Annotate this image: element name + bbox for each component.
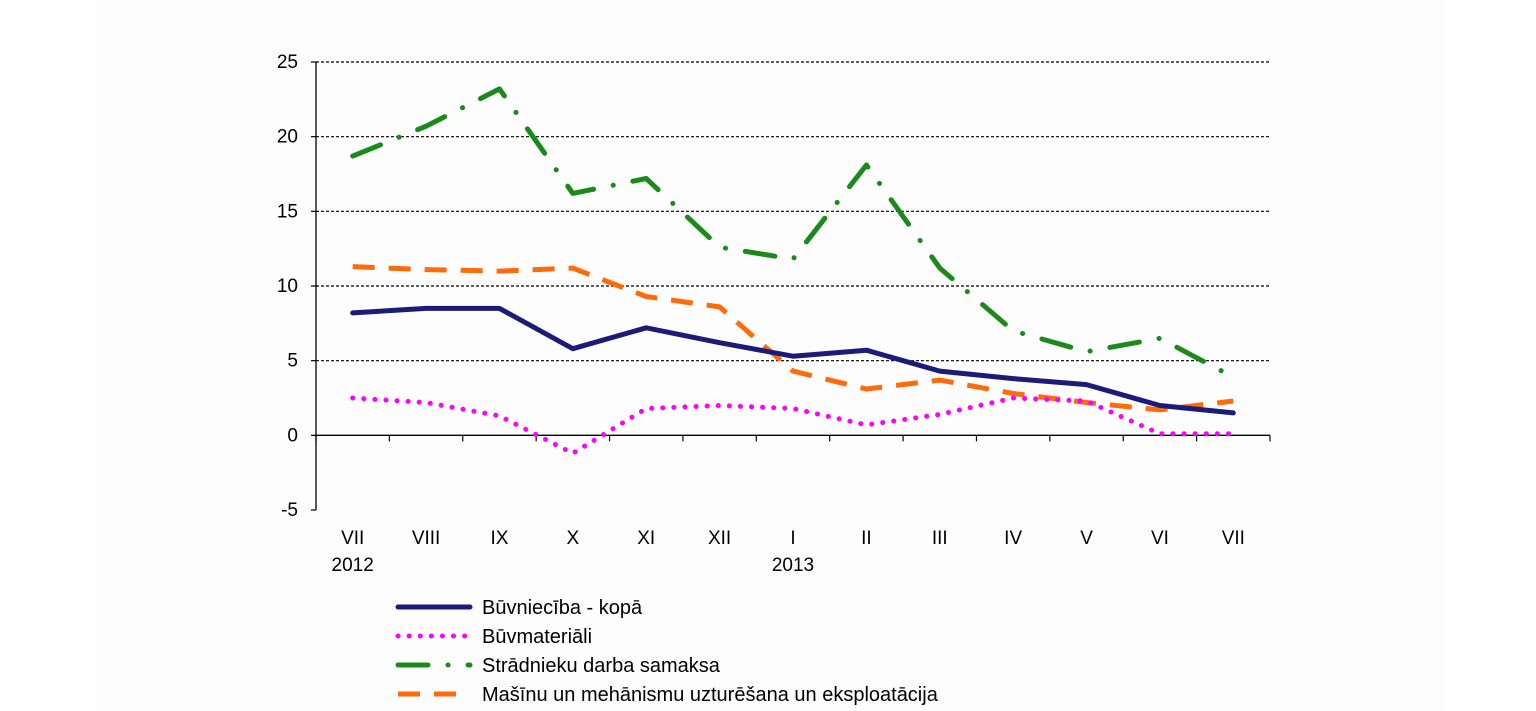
x-tick-label: VI [1151,528,1169,549]
y-tick-label: 0 [287,425,298,446]
series-line [350,305,1236,416]
x-tick-label: IV [1004,528,1022,549]
y-tick-label: 25 [277,52,298,73]
x-tick-label: XII [708,528,731,549]
series-lines [350,86,1236,456]
series-line [350,395,1236,456]
grid-lines [316,61,1270,362]
x-tick-label: II [861,528,872,549]
y-tick-label: -5 [281,500,298,521]
x-tick-label: XI [637,528,655,549]
series-line [352,264,1234,413]
year-label: 2013 [772,555,814,576]
y-tick-label: 20 [277,127,298,148]
legend-label: Būvniecība - kopā [482,597,643,619]
legend-label: Strādnieku darba samaksa [482,655,721,677]
x-tick-label: III [932,528,948,549]
x-tick-label: I [790,528,795,549]
chart-panel [95,0,1445,711]
x-tick-label: IX [490,528,508,549]
y-tick-label: 5 [287,351,298,372]
legend: Būvniecība - kopā Būvmateriāli Strādnieku … [395,597,939,706]
legend-label: Būvmateriāli [482,626,592,648]
year-label: 2012 [332,555,374,576]
x-tick-label: VII [341,528,364,549]
y-tick-label: 10 [277,276,298,297]
x-tick-label: VIII [412,528,441,549]
x-tick-label: X [567,528,580,549]
series-line [350,86,1236,380]
x-tick-label: VII [1222,528,1245,549]
legend-label: Mašīnu un mehānismu uzturēšana un eksplo… [482,684,939,706]
y-tick-label: 15 [277,201,298,222]
x-tick-label: V [1080,528,1093,549]
